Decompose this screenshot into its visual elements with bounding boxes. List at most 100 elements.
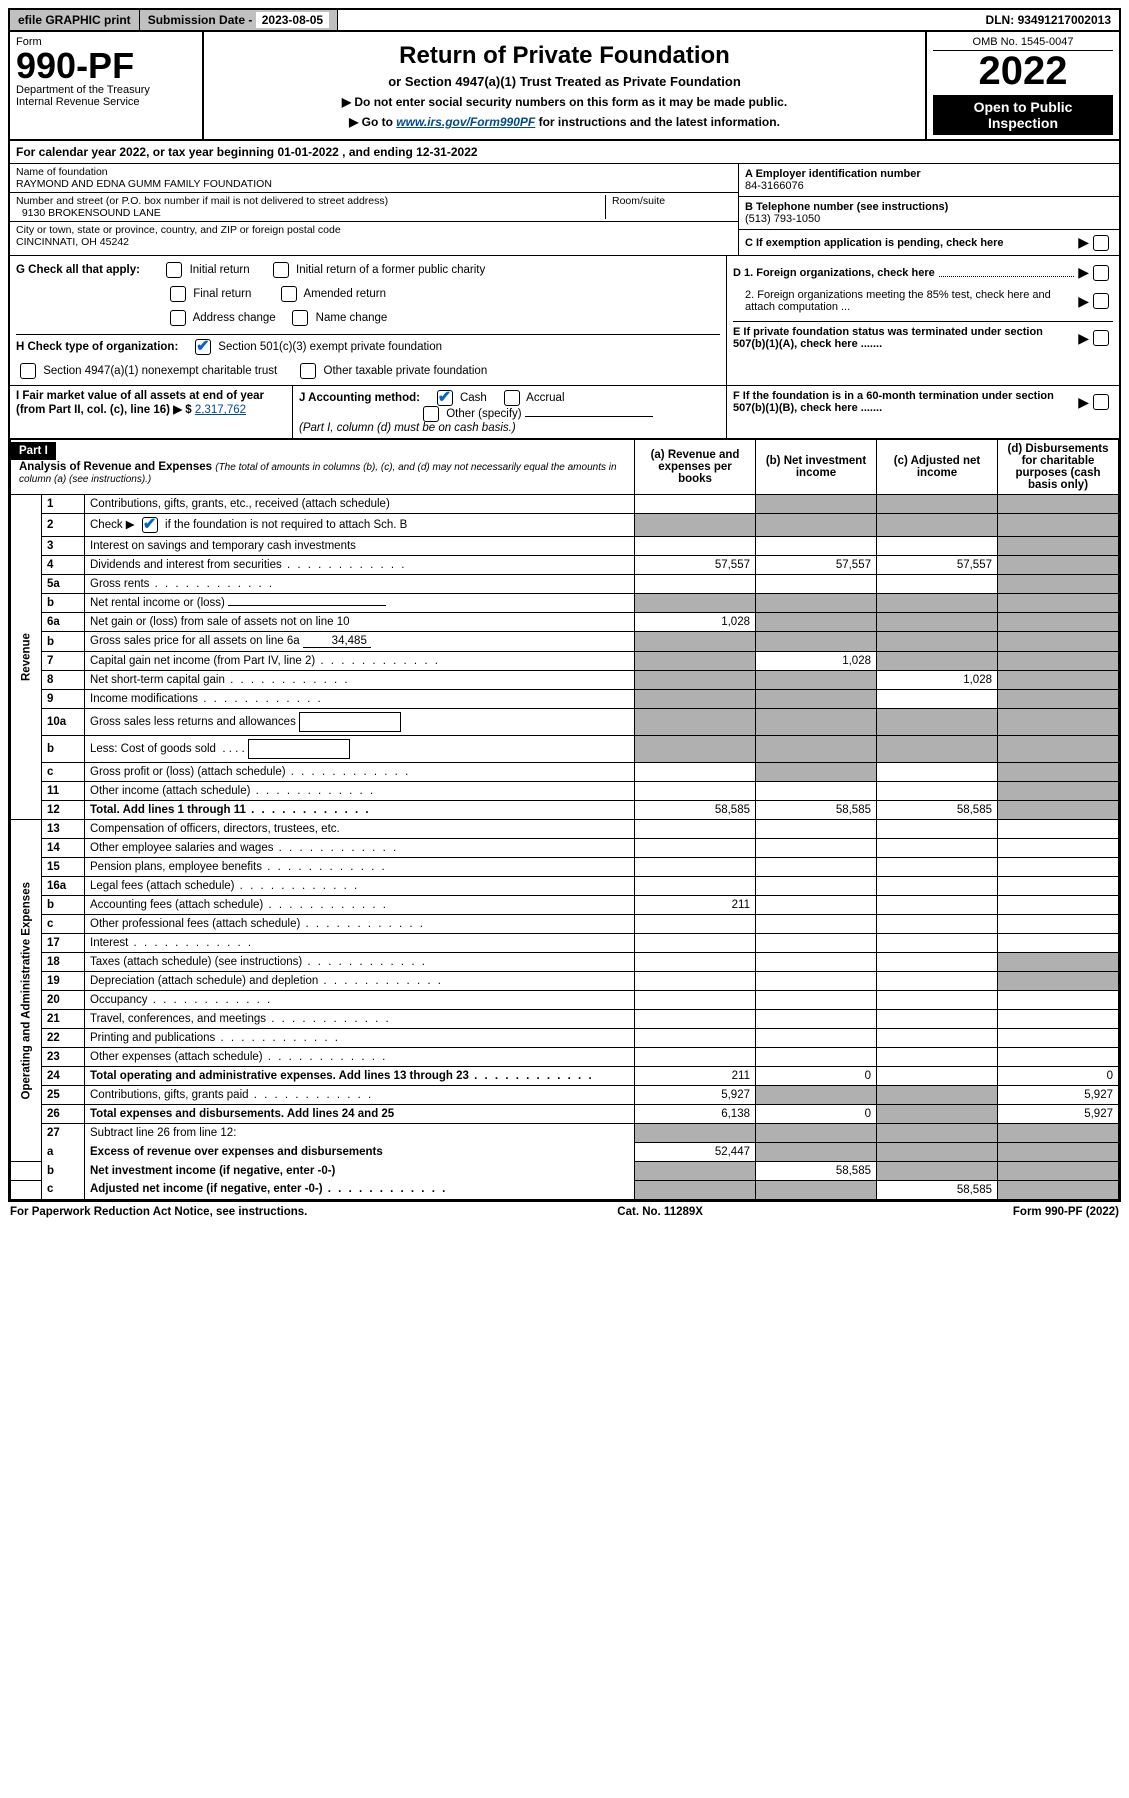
l16c-desc: Other professional fees (attach schedule…: [85, 915, 635, 934]
e-checkbox[interactable]: [1093, 330, 1109, 346]
line-9: 9Income modifications: [11, 690, 1119, 709]
501c3-checkbox[interactable]: [195, 339, 211, 355]
d2-label: 2. Foreign organizations meeting the 85%…: [733, 289, 1078, 313]
l5b-field[interactable]: [228, 605, 386, 606]
l10a-field[interactable]: [299, 712, 401, 732]
d1-checkbox[interactable]: [1093, 265, 1109, 281]
address-change-checkbox[interactable]: [170, 310, 186, 326]
street-address: 9130 BROKENSOUND LANE: [22, 207, 161, 219]
l22-desc: Printing and publications: [85, 1029, 635, 1048]
fmv-value-link[interactable]: 2,317,762: [195, 404, 246, 416]
line-24: 24Total operating and administrative exp…: [11, 1067, 1119, 1086]
line-1: Revenue 1Contributions, gifts, grants, e…: [11, 495, 1119, 514]
inst2-pre: ▶ Go to: [349, 115, 396, 129]
4947-checkbox[interactable]: [20, 363, 36, 379]
l27c-desc: Adjusted net income (if negative, enter …: [85, 1180, 635, 1199]
l7-b: 1,028: [756, 652, 877, 671]
l24-d: 0: [998, 1067, 1119, 1086]
c-checkbox[interactable]: [1093, 235, 1109, 251]
other-taxable-label: Other taxable private foundation: [324, 365, 488, 377]
form-title: Return of Private Foundation: [210, 42, 919, 70]
line-4: 4Dividends and interest from securities5…: [11, 556, 1119, 575]
h-row2: Section 4947(a)(1) nonexempt charitable …: [16, 359, 720, 383]
l26-a: 6,138: [635, 1105, 756, 1124]
city-label: City or town, state or province, country…: [16, 224, 341, 236]
calendar-year-row: For calendar year 2022, or tax year begi…: [10, 141, 1119, 164]
line-16b: bAccounting fees (attach schedule)211: [11, 896, 1119, 915]
line-20: 20Occupancy: [11, 991, 1119, 1010]
accrual-label: Accrual: [526, 392, 564, 404]
revenue-side-label: Revenue: [11, 495, 42, 820]
tel-cell: B Telephone number (see instructions) (5…: [739, 197, 1119, 230]
initial-return-checkbox[interactable]: [166, 262, 182, 278]
col-c-header: (c) Adjusted net income: [877, 440, 998, 495]
l13-desc: Compensation of officers, directors, tru…: [85, 820, 635, 839]
amended-return-checkbox[interactable]: [281, 286, 297, 302]
form-header: Form 990-PF Department of the Treasury I…: [10, 32, 1119, 141]
cat-number: Cat. No. 11289X: [617, 1206, 703, 1218]
part1-title: Analysis of Revenue and Expenses: [19, 461, 212, 473]
submission-date-label: Submission Date - 2023-08-05: [140, 10, 338, 30]
l17-desc: Interest: [85, 934, 635, 953]
l2-pre: Check ▶: [90, 519, 135, 531]
j-note: (Part I, column (d) must be on cash basi…: [299, 422, 516, 434]
line-16a: 16aLegal fees (attach schedule): [11, 877, 1119, 896]
line-7: 7Capital gain net income (from Part IV, …: [11, 652, 1119, 671]
address-row: Number and street (or P.O. box number if…: [10, 193, 738, 222]
line-12: 12Total. Add lines 1 through 1158,58558,…: [11, 801, 1119, 820]
cash-label: Cash: [460, 392, 487, 404]
initial-former-checkbox[interactable]: [273, 262, 289, 278]
l10b-field[interactable]: [248, 739, 350, 759]
line-5b: bNet rental income or (loss): [11, 594, 1119, 613]
l25-d: 5,927: [998, 1086, 1119, 1105]
arrow-icon: ▶: [1078, 293, 1089, 310]
final-return-checkbox[interactable]: [170, 286, 186, 302]
l25-desc: Contributions, gifts, grants paid: [85, 1086, 635, 1105]
l12-b: 58,585: [756, 801, 877, 820]
l27b-desc: Net investment income (if negative, ente…: [85, 1161, 635, 1180]
col-d-header: (d) Disbursements for charitable purpose…: [998, 440, 1119, 495]
line-14: 14Other employee salaries and wages: [11, 839, 1119, 858]
accrual-checkbox[interactable]: [504, 390, 520, 406]
l12-c: 58,585: [877, 801, 998, 820]
line-13: Operating and Administrative Expenses 13…: [11, 820, 1119, 839]
l5b-desc: Net rental income or (loss): [85, 594, 635, 613]
g-label: G Check all that apply:: [16, 264, 140, 276]
open-public-badge: Open to Public Inspection: [933, 95, 1113, 135]
e-row: E If private foundation status was termi…: [733, 321, 1113, 354]
form-container: Form 990-PF Department of the Treasury I…: [8, 32, 1121, 1202]
l10a-text: Gross sales less returns and allowances: [90, 716, 296, 728]
expenses-side-label: Operating and Administrative Expenses: [11, 820, 42, 1162]
l27a-desc: Excess of revenue over expenses and disb…: [85, 1142, 635, 1161]
line-11: 11Other income (attach schedule): [11, 782, 1119, 801]
l6b-text: Gross sales price for all assets on line…: [90, 635, 300, 647]
line-22: 22Printing and publications: [11, 1029, 1119, 1048]
cash-checkbox[interactable]: [437, 390, 453, 406]
l6a-desc: Net gain or (loss) from sale of assets n…: [85, 613, 635, 632]
other-specify-field[interactable]: [525, 416, 653, 417]
tel-value: (513) 793-1050: [745, 213, 820, 225]
l10b-text: Less: Cost of goods sold: [90, 743, 216, 755]
line-15: 15Pension plans, employee benefits: [11, 858, 1119, 877]
line-6b: bGross sales price for all assets on lin…: [11, 632, 1119, 652]
line-10b: bLess: Cost of goods sold . . . .: [11, 736, 1119, 763]
l2-desc: Check ▶ if the foundation is not require…: [85, 514, 635, 537]
schb-checkbox[interactable]: [142, 517, 158, 533]
f-checkbox[interactable]: [1093, 394, 1109, 410]
name-change-checkbox[interactable]: [292, 310, 308, 326]
other-taxable-checkbox[interactable]: [300, 363, 316, 379]
efile-print-button[interactable]: efile GRAPHIC print: [10, 10, 140, 30]
other-method-label: Other (specify): [446, 408, 521, 420]
arrow-icon: ▶: [1078, 394, 1089, 411]
d2-checkbox[interactable]: [1093, 293, 1109, 309]
top-bar: efile GRAPHIC print Submission Date - 20…: [8, 8, 1121, 32]
ein-label: A Employer identification number: [745, 168, 921, 180]
irs-label: Internal Revenue Service: [16, 96, 196, 108]
d-e-section: D 1. Foreign organizations, check here▶ …: [727, 256, 1119, 385]
l25-a: 5,927: [635, 1086, 756, 1105]
other-method-checkbox[interactable]: [423, 406, 439, 422]
l15-desc: Pension plans, employee benefits: [85, 858, 635, 877]
g-section: G Check all that apply: Initial return I…: [10, 256, 727, 385]
irs-link[interactable]: www.irs.gov/Form990PF: [396, 115, 535, 129]
i-section: I Fair market value of all assets at end…: [10, 386, 293, 438]
